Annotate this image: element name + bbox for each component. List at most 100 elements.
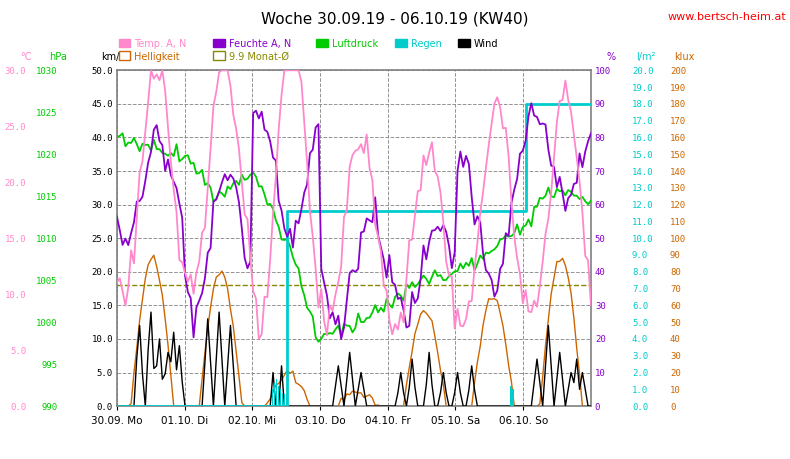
Text: 30: 30 [595,301,606,310]
Text: 5.0: 5.0 [97,368,113,377]
Text: 30.0: 30.0 [92,201,113,210]
Text: 2.0: 2.0 [632,368,648,377]
Text: 90: 90 [670,251,681,260]
Text: 40: 40 [595,268,606,277]
Text: 0: 0 [670,402,675,411]
Text: 200: 200 [670,67,686,76]
Text: 40: 40 [670,335,681,344]
Bar [510,386,512,406]
Text: 100: 100 [670,234,686,243]
Text: 5.0: 5.0 [632,318,648,327]
Text: 80: 80 [670,268,681,277]
Text: 40.0: 40.0 [92,134,113,143]
Text: 70: 70 [670,285,681,293]
Text: 20: 20 [595,335,606,344]
Bar [286,396,288,406]
Text: 15.0: 15.0 [5,234,26,243]
Text: 1025: 1025 [36,108,58,118]
Text: 7.0: 7.0 [632,285,648,293]
Bar [274,383,275,406]
Text: 1000: 1000 [36,318,58,327]
Text: Wind: Wind [474,39,498,49]
Text: 17.0: 17.0 [632,117,653,126]
Text: 80: 80 [595,134,606,143]
Text: 150: 150 [670,151,686,159]
Text: 60: 60 [670,301,681,310]
Text: Helligkeit: Helligkeit [134,51,180,62]
Text: 50: 50 [595,234,606,243]
Text: 14.0: 14.0 [632,167,653,176]
Text: 8.0: 8.0 [632,268,648,277]
Text: www.bertsch-heim.at: www.bertsch-heim.at [668,11,786,22]
Text: 9.0: 9.0 [632,251,648,260]
Text: l/m²: l/m² [637,52,656,62]
Text: 19.0: 19.0 [632,84,653,92]
Text: 13.0: 13.0 [632,184,653,193]
Text: 170: 170 [670,117,686,126]
Text: km/h: km/h [100,52,126,62]
Text: 15.0: 15.0 [92,301,113,310]
Text: 0.0: 0.0 [97,402,113,411]
Text: 995: 995 [42,360,58,369]
Text: Temp. A, N: Temp. A, N [134,39,186,49]
Text: 0.0: 0.0 [10,402,26,411]
Text: 190: 190 [670,84,686,92]
Text: 60: 60 [595,201,606,210]
Text: %: % [606,52,615,62]
Text: 10: 10 [595,368,606,377]
Bar [282,393,284,406]
Text: 50: 50 [670,318,681,327]
Text: 5.0: 5.0 [10,346,26,355]
Text: Luftdruck: Luftdruck [332,39,378,49]
Text: 160: 160 [670,134,686,143]
Text: 11.0: 11.0 [632,218,653,226]
Text: 70: 70 [595,167,606,176]
Text: 90: 90 [595,100,606,109]
Text: 1015: 1015 [36,192,58,202]
Bar [284,394,285,406]
Text: 20.0: 20.0 [632,67,653,76]
Text: 1030: 1030 [36,67,58,76]
Text: 1005: 1005 [36,276,58,285]
Text: 110: 110 [670,218,686,226]
Bar [280,389,281,406]
Text: 0.0: 0.0 [632,402,648,411]
Text: 20.0: 20.0 [5,179,26,187]
Bar [278,386,280,406]
Text: 16.0: 16.0 [632,134,653,143]
Text: 10.0: 10.0 [5,290,26,299]
Text: hPa: hPa [49,52,66,62]
Text: 30: 30 [670,352,681,360]
Text: 130: 130 [670,184,686,193]
Text: 4.0: 4.0 [632,335,648,344]
Text: 25.0: 25.0 [92,234,113,243]
Text: 10: 10 [670,385,681,394]
Text: 990: 990 [42,402,58,411]
Text: 180: 180 [670,100,686,109]
Text: 12.0: 12.0 [632,201,653,210]
Text: 100: 100 [595,67,611,76]
Text: 10.0: 10.0 [632,234,653,243]
Text: 45.0: 45.0 [92,100,113,109]
Bar [276,380,277,406]
Text: Woche 30.09.19 - 06.10.19 (KW40): Woche 30.09.19 - 06.10.19 (KW40) [261,11,529,27]
Text: 1010: 1010 [36,234,58,243]
Text: 1020: 1020 [36,151,58,159]
Text: 18.0: 18.0 [632,100,653,109]
Text: klux: klux [674,52,694,62]
Text: 50.0: 50.0 [92,67,113,76]
Text: °C: °C [21,52,32,62]
Bar [513,389,514,406]
Text: 0: 0 [595,402,600,411]
Text: 10.0: 10.0 [92,335,113,344]
Text: 6.0: 6.0 [632,301,648,310]
Text: 25.0: 25.0 [5,123,26,131]
Text: 120: 120 [670,201,686,210]
Text: 3.0: 3.0 [632,352,648,360]
Text: 15.0: 15.0 [632,151,653,159]
Bar [272,389,273,406]
Text: 9.9 Monat-Ø: 9.9 Monat-Ø [229,51,289,62]
Text: Feuchte A, N: Feuchte A, N [229,39,292,49]
Text: 30.0: 30.0 [5,67,26,76]
Text: Regen: Regen [411,39,442,49]
